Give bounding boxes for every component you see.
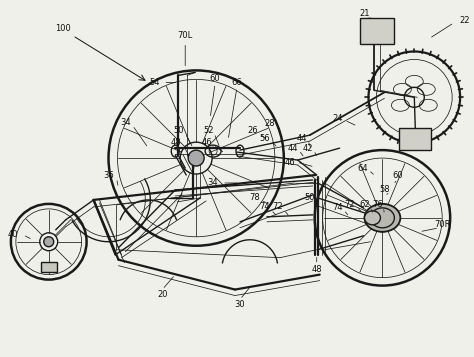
Text: 100: 100	[55, 24, 71, 33]
Text: 50: 50	[173, 126, 183, 135]
Text: 20: 20	[157, 290, 167, 299]
Text: 21: 21	[359, 9, 370, 18]
Bar	[41, 262, 57, 272]
Bar	[400, 128, 431, 150]
Text: 36: 36	[103, 171, 114, 180]
Text: 70L: 70L	[178, 31, 193, 40]
Text: 46: 46	[202, 138, 212, 147]
Circle shape	[375, 211, 390, 225]
Text: 76: 76	[372, 200, 383, 210]
Text: 70R: 70R	[434, 220, 450, 229]
Text: 58: 58	[379, 185, 390, 195]
Text: 74: 74	[260, 202, 270, 211]
Text: 56: 56	[260, 134, 270, 143]
Ellipse shape	[365, 204, 401, 232]
Text: 30: 30	[235, 300, 246, 309]
Text: 22: 22	[460, 16, 470, 25]
Text: 24: 24	[332, 114, 343, 123]
Text: 50: 50	[304, 193, 315, 202]
Text: 46: 46	[284, 157, 295, 167]
Text: 28: 28	[264, 119, 275, 128]
Circle shape	[188, 150, 204, 166]
Text: 54: 54	[149, 78, 160, 87]
Text: 26: 26	[247, 126, 258, 135]
Text: 72: 72	[344, 200, 355, 210]
Text: 66: 66	[232, 78, 242, 87]
Text: 34: 34	[208, 178, 219, 187]
Bar	[359, 17, 394, 44]
Text: 60: 60	[210, 74, 220, 83]
Text: 72: 72	[273, 202, 283, 211]
Text: 48: 48	[311, 265, 322, 274]
Text: 48: 48	[171, 138, 182, 147]
Text: 44: 44	[288, 144, 298, 153]
Circle shape	[44, 237, 54, 247]
Text: 60: 60	[392, 171, 403, 180]
Text: 42: 42	[302, 144, 313, 153]
Text: 34: 34	[120, 118, 131, 127]
Ellipse shape	[365, 211, 381, 225]
Text: 74: 74	[332, 203, 343, 212]
Text: 40: 40	[8, 230, 18, 239]
Text: 52: 52	[204, 126, 214, 135]
Text: 78: 78	[249, 193, 260, 202]
Text: 64: 64	[357, 164, 368, 172]
Text: 62: 62	[359, 200, 370, 210]
Text: 44: 44	[297, 134, 307, 143]
